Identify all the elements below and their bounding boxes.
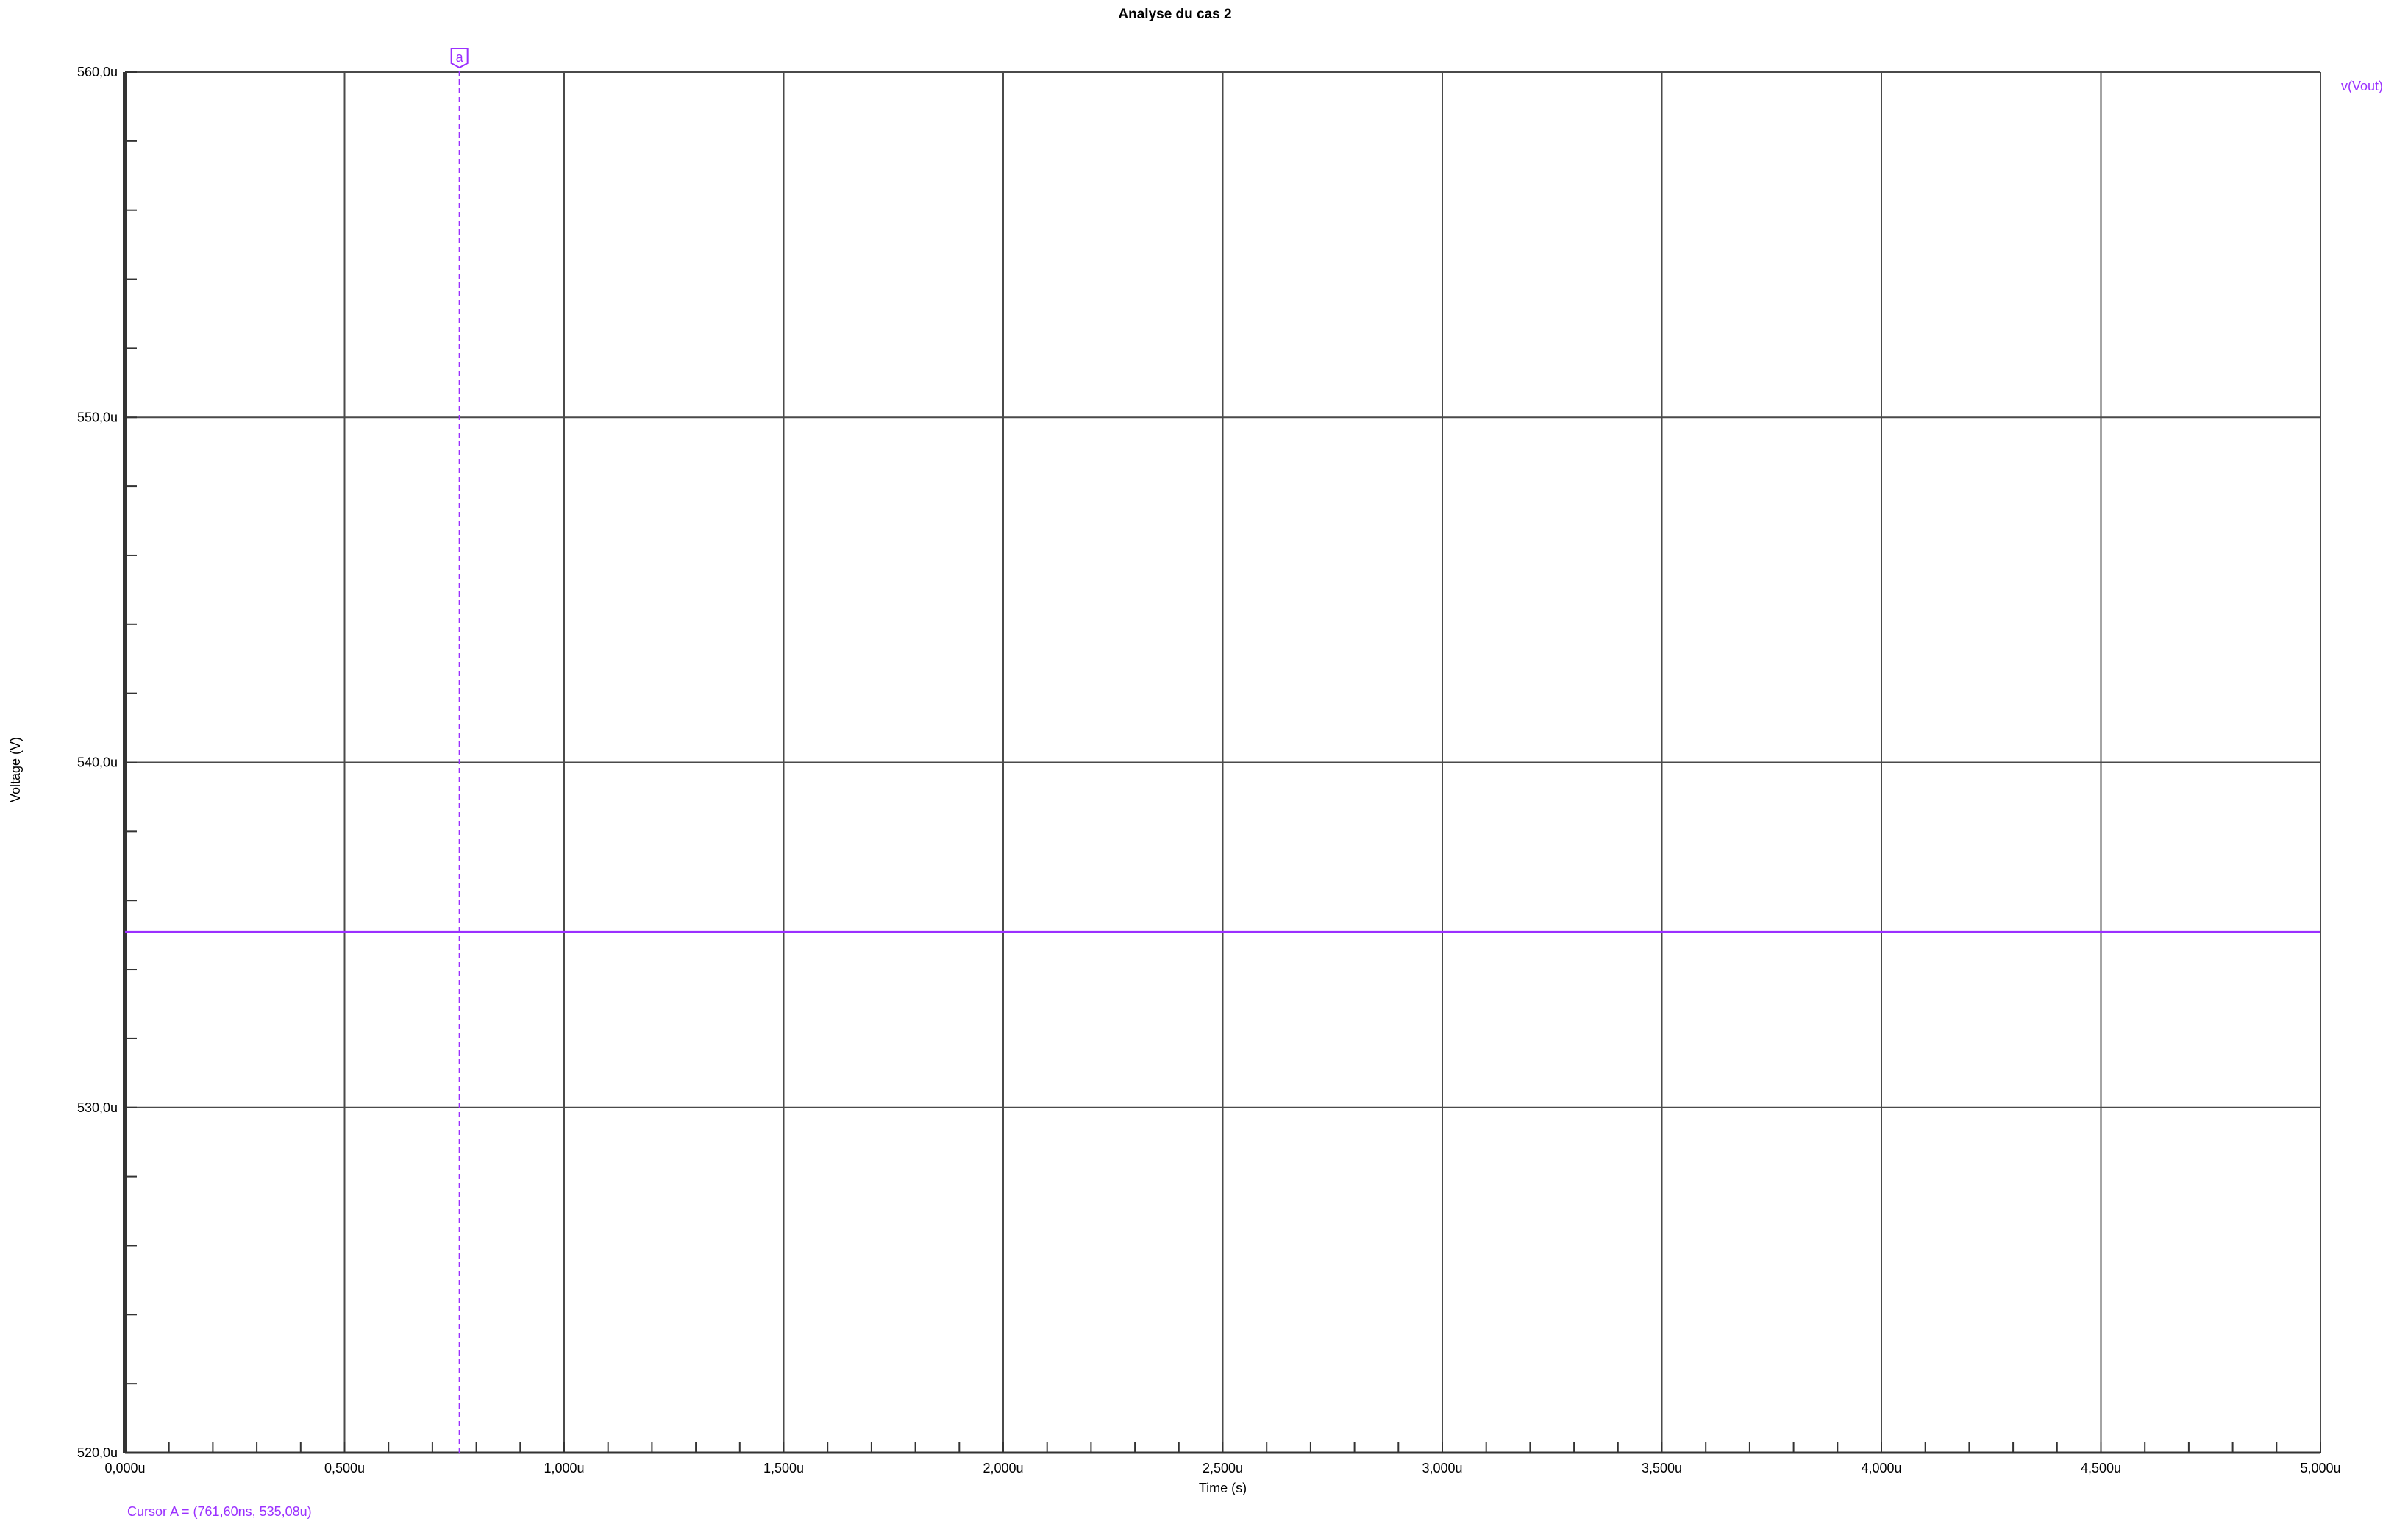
x-tick-label: 1,500u <box>763 1461 804 1476</box>
x-tick-label: 3,500u <box>1642 1461 1682 1476</box>
cursor-marker-label: a <box>456 50 464 65</box>
y-tick-label: 530,0u <box>77 1100 118 1115</box>
x-tick-label: 1,000u <box>544 1461 584 1476</box>
x-tick-label: 5,000u <box>2300 1461 2340 1476</box>
y-tick-label: 560,0u <box>77 65 118 79</box>
x-tick-labels: 0,000u 0,500u 1,000u 1,500u 2,000u 2,500u 3,00… <box>104 1461 2340 1476</box>
x-axis-label: Time (s) <box>1199 1481 1247 1495</box>
y-tick-label: 550,0u <box>77 410 118 424</box>
x-tick-label: 4,500u <box>2081 1461 2121 1476</box>
x-tick-label: 2,000u <box>983 1461 1023 1476</box>
x-tick-label: 4,000u <box>1861 1461 1901 1476</box>
grid <box>124 71 2321 1453</box>
cursor-marker-flag[interactable] <box>450 48 469 69</box>
y-axis-label: Voltage (V) <box>8 737 23 802</box>
y-tick-label: 540,0u <box>77 755 118 770</box>
x-tick-label: 0,000u <box>104 1461 145 1476</box>
x-tick-label: 0,500u <box>324 1461 365 1476</box>
legend-entry-vout[interactable]: v(Vout) <box>2341 79 2383 93</box>
minor-ticks <box>124 71 2321 1453</box>
y-tick-label: 520,0u <box>77 1445 118 1460</box>
x-tick-label: 2,500u <box>1203 1461 1243 1476</box>
x-tick-label: 3,000u <box>1422 1461 1462 1476</box>
chart-title: Analyse du cas 2 <box>1118 7 1231 22</box>
cursor-readout: Cursor A = (761,60ns, 535,08u) <box>127 1504 312 1519</box>
cursor-layer[interactable]: a <box>125 48 2320 1453</box>
y-tick-labels: 520,0u 530,0u 540,0u 550,0u 560,0u <box>77 65 118 1460</box>
